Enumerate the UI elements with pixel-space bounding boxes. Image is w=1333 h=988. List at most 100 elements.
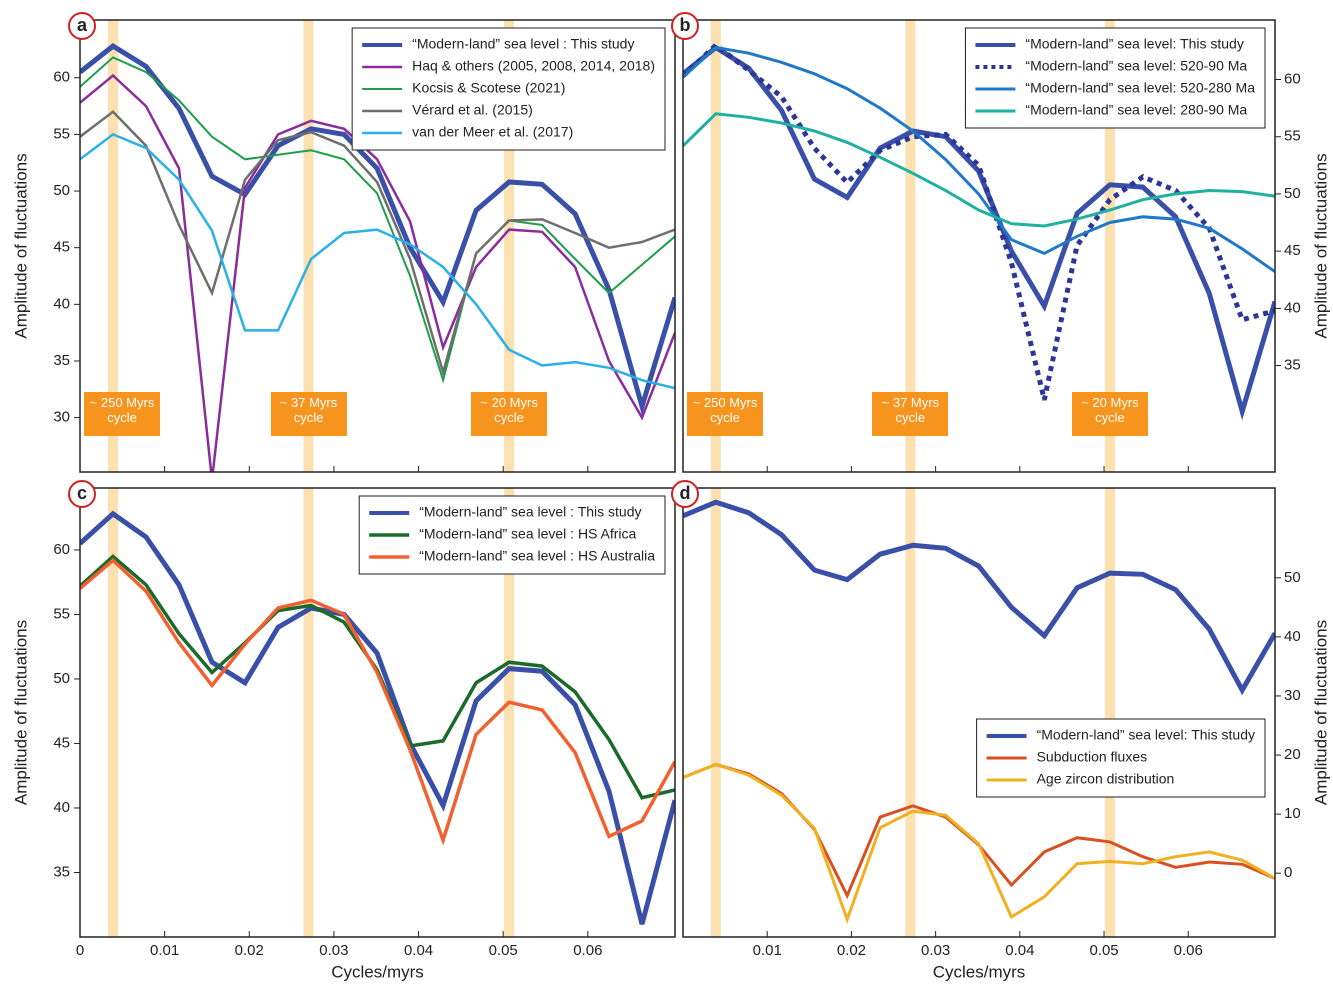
y-tick-label: 60 (1284, 70, 1301, 87)
legend-label: van der Meer et al. (2017) (412, 124, 573, 140)
annotation: ~ 250 Myrs cycle (84, 392, 160, 436)
y-axis-label: Amplitude of fluctuations (11, 153, 30, 338)
y-tick-label: 40 (53, 295, 70, 312)
x-tick-label: 0 (76, 942, 84, 959)
legend-label: Vérard et al. (2015) (412, 102, 533, 118)
x-tick-label: 0.02 (235, 942, 264, 959)
y-tick-label: 45 (53, 239, 70, 256)
highlight-band (1104, 488, 1115, 937)
legend-label: Age zircon distribution (1037, 771, 1175, 787)
series-line (683, 45, 1275, 273)
plot-area (80, 20, 675, 472)
panel-badge (671, 12, 699, 40)
y-tick-label: 0 (1284, 864, 1292, 881)
highlight-band (1104, 20, 1115, 472)
legend-label: “Modern-land” sea level : This study (419, 504, 641, 520)
legend-label: “Modern-land” sea level: This study (1025, 36, 1243, 52)
series-line (80, 56, 675, 384)
x-tick-label: 0.01 (753, 942, 782, 959)
legend-label: “Modern-land” sea level: This study (1037, 727, 1255, 743)
y-tick-label: 30 (1284, 687, 1301, 704)
series-line (683, 499, 1275, 696)
annotation-box: ~ 250 Myrs cycle (687, 392, 763, 436)
series-line (80, 110, 675, 377)
annotation-box: ~ 20 Myrs cycle (1071, 392, 1148, 436)
x-tick-label: 0.01 (150, 942, 179, 959)
y-axis-label: Amplitude of fluctuations (1311, 620, 1330, 805)
x-tick-label: 0.02 (837, 942, 866, 959)
legend: “Modern-land” sea level : This study “Mod… (369, 504, 655, 564)
panel-badge (68, 480, 96, 508)
series-line (683, 762, 1275, 924)
legend-label: Subduction fluxes (1037, 749, 1148, 765)
y-tick-label: 40 (1284, 299, 1301, 316)
y-axis-label: Amplitude of fluctuations (1311, 153, 1330, 338)
annotation-box: ~ 37 Myrs cycle (872, 392, 949, 436)
series-line (80, 557, 675, 846)
y-tick-label: 35 (1284, 357, 1301, 374)
y-tick-label: 35 (53, 352, 70, 369)
legend-label: “Modern-land” sea level : HS Africa (419, 526, 636, 542)
legend-label: Haq & others (2005, 2008, 2014, 2018) (412, 58, 655, 74)
x-tick-label: 0.03 (921, 942, 950, 959)
y-tick-label: 50 (1284, 185, 1301, 202)
x-axis-label: Cycles/myrs (933, 962, 1026, 981)
annotation: ~ 37 Myrs cycle (270, 392, 347, 436)
highlight-band (504, 488, 515, 937)
plot-frame (79, 487, 676, 938)
highlight-band (108, 20, 119, 472)
panel-label: c (77, 483, 87, 503)
x-tick-label: 0.06 (573, 942, 602, 959)
legend-box (351, 27, 666, 151)
plot-area (683, 20, 1275, 472)
highlight-band (303, 488, 314, 937)
y-tick-label: 50 (1284, 569, 1301, 586)
annotation: ~ 20 Myrs cycle (1071, 392, 1148, 436)
annotation-box: ~ 37 Myrs cycle (270, 392, 347, 436)
legend: “Modern-land” sea level : This study Haq … (362, 36, 655, 140)
legend: “Modern-land” sea level: This study “Mode… (975, 36, 1255, 118)
x-tick-label: 0.03 (319, 942, 348, 959)
legend-label: “Modern-land” sea level: 520-280 Ma (1025, 80, 1255, 96)
series-line (683, 41, 1275, 401)
plot-area (683, 488, 1275, 937)
plot-frame (682, 487, 1276, 938)
annotation-box: ~ 20 Myrs cycle (471, 392, 548, 436)
plot-area (80, 488, 675, 937)
y-tick-label: 45 (1284, 242, 1301, 259)
x-tick-label: 0.05 (489, 942, 518, 959)
highlight-band (504, 20, 515, 472)
y-tick-label: 55 (53, 125, 70, 142)
x-tick-label: 0.05 (1089, 942, 1118, 959)
series-line (80, 132, 675, 390)
y-tick-label: 60 (53, 69, 70, 86)
legend-label: “Modern-land” sea level : HS Australia (419, 548, 655, 564)
annotation: ~ 20 Myrs cycle (471, 392, 548, 436)
y-tick-label: 55 (1284, 128, 1301, 145)
legend-label: “Modern-land” sea level : This study (412, 36, 634, 52)
y-tick-label: 50 (53, 182, 70, 199)
y-tick-label: 40 (53, 799, 70, 816)
y-tick-label: 45 (53, 734, 70, 751)
x-tick-label: 0.04 (1005, 942, 1034, 959)
x-tick-label: 0.04 (404, 942, 433, 959)
y-tick-label: 40 (1284, 628, 1301, 645)
panel-label: a (77, 15, 88, 35)
highlight-band (303, 20, 314, 472)
legend-label: “Modern-land” sea level: 520-90 Ma (1025, 58, 1247, 74)
highlight-band (905, 488, 916, 937)
series-line (80, 73, 675, 472)
highlight-band (108, 488, 119, 937)
x-tick-label: 0.06 (1174, 942, 1203, 959)
annotation-box: ~ 250 Myrs cycle (84, 392, 160, 436)
legend-label: Kocsis & Scotese (2021) (412, 80, 565, 96)
highlight-band (905, 20, 916, 472)
plot-frame (79, 19, 676, 473)
highlight-band (710, 20, 721, 472)
y-tick-label: 35 (53, 863, 70, 880)
y-tick-label: 10 (1284, 805, 1301, 822)
series-line (80, 510, 675, 925)
series-line (80, 43, 675, 416)
y-axis-label: Amplitude of fluctuations (11, 620, 30, 805)
